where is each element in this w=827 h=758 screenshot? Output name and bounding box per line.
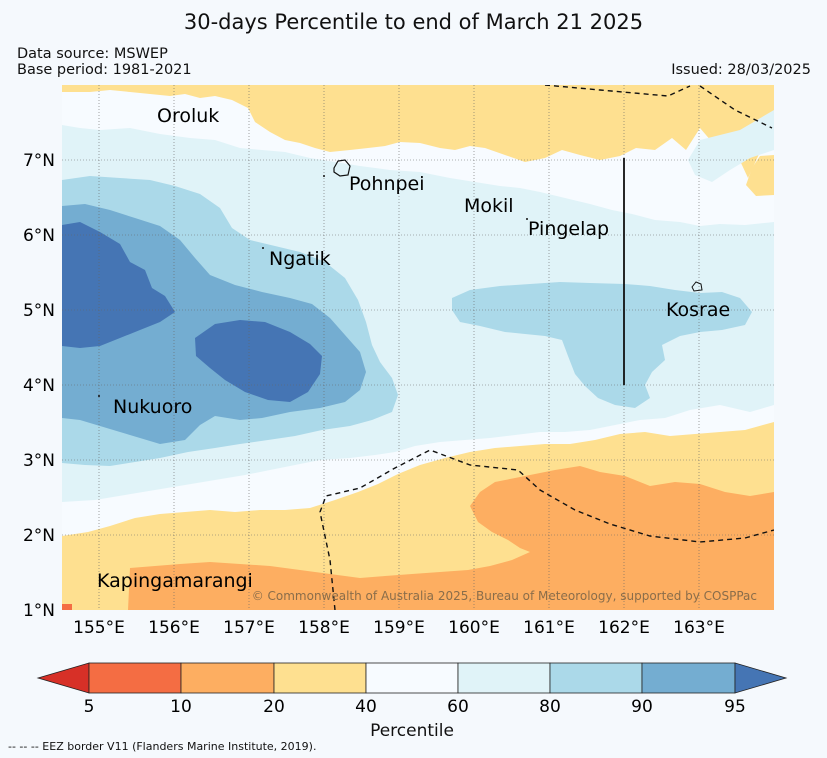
lon-tick: 162°E	[598, 618, 650, 638]
nukuoro-atoll	[98, 395, 100, 397]
colorbar-tick: 40	[355, 697, 377, 717]
colorbar-swatch	[273, 662, 367, 694]
lat-tick: 1°N	[23, 601, 55, 621]
eez-footnote: -- -- -- EEZ border V11 (Flanders Marine…	[8, 740, 317, 753]
lat-tick: 7°N	[23, 151, 55, 171]
place-label: Oroluk	[157, 105, 219, 127]
colorbar-tick: 60	[447, 697, 469, 717]
colorbar-extend-high	[734, 662, 788, 694]
lat-tick: 3°N	[23, 451, 55, 471]
lon-tick: 157°E	[223, 618, 275, 638]
map-title: 30-days Percentile to end of March 21 20…	[183, 10, 644, 34]
colorbar: 5 10 20 40 60 80 90 95	[36, 662, 788, 717]
place-label: Nukuoro	[113, 396, 192, 418]
pingelap-atoll	[526, 218, 528, 220]
lon-tick: 158°E	[298, 618, 350, 638]
ngatik-atoll	[262, 247, 264, 249]
lon-tick: 161°E	[523, 618, 575, 638]
lon-tick: 160°E	[448, 618, 500, 638]
longitude-ticks: 155°E 156°E 157°E 158°E 159°E 160°E 161°…	[73, 618, 725, 638]
ant-atoll	[323, 175, 325, 177]
colorbar-swatch	[457, 662, 551, 694]
map-plot-area: Oroluk Pohnpei Mokil Pingelap Ngatik Kos…	[62, 85, 774, 610]
lat-tick: 6°N	[23, 226, 55, 246]
colorbar-swatch	[365, 662, 459, 694]
colorbar-tick: 95	[724, 697, 746, 717]
place-label: Pohnpei	[349, 173, 425, 195]
data-source-label: Data source: MSWEP	[17, 46, 168, 62]
colorbar-extend-low	[36, 662, 90, 694]
kosrae-island	[691, 281, 703, 292]
colorbar-swatch	[180, 662, 275, 694]
lat-tick: 5°N	[23, 301, 55, 321]
latitude-ticks: 7°N 6°N 5°N 4°N 3°N 2°N 1°N	[23, 151, 55, 621]
zone-20-40-east	[746, 155, 774, 196]
place-label: Kosrae	[666, 299, 730, 321]
zone-above-95-central	[195, 320, 322, 402]
zone-5-10	[62, 604, 72, 610]
pohnpei-island	[333, 159, 351, 177]
lon-tick: 156°E	[148, 618, 200, 638]
eez-border	[319, 85, 774, 610]
colorbar-tick: 20	[263, 697, 285, 717]
base-period-label: Base period: 1981-2021	[17, 62, 192, 78]
zone-80-90-east	[452, 282, 752, 408]
zone-60-80-east	[688, 110, 774, 182]
copyright-notice: © Commonwealth of Australia 2025, Bureau…	[252, 589, 757, 603]
place-label: Ngatik	[269, 248, 331, 270]
place-label: Pingelap	[528, 218, 609, 240]
lat-tick: 2°N	[23, 526, 55, 546]
place-label: Kapingamarangi	[97, 570, 253, 592]
colorbar-tick: 90	[631, 697, 653, 717]
issued-date-label: Issued: 28/03/2025	[671, 62, 811, 78]
place-label: Mokil	[464, 195, 514, 217]
colorbar-tick: 10	[170, 697, 192, 717]
colorbar-label: Percentile	[370, 721, 454, 741]
zone-10-20	[128, 466, 774, 610]
lon-tick: 155°E	[73, 618, 125, 638]
colorbar-swatch	[549, 662, 643, 694]
lon-tick: 163°E	[673, 618, 725, 638]
zone-above-95-west	[62, 222, 175, 348]
colorbar-tick: 80	[539, 697, 561, 717]
colorbar-swatch	[88, 662, 182, 694]
lat-tick: 4°N	[23, 376, 55, 396]
lon-tick: 159°E	[373, 618, 425, 638]
colorbar-tick: 5	[84, 697, 95, 717]
colorbar-swatch	[641, 662, 736, 694]
zone-20-40-north	[62, 85, 774, 178]
